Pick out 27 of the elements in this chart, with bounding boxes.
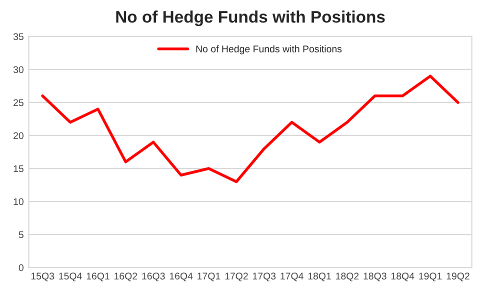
x-tick-label: 17Q3	[252, 272, 276, 282]
y-tick-label: 0	[18, 264, 24, 272]
x-tick-label: 16Q4	[170, 272, 193, 282]
y-tick-label: 15	[14, 165, 24, 172]
line-series	[41, 74, 460, 184]
y-tick-label: 10	[14, 198, 24, 206]
y-tick-label: 25	[14, 99, 24, 106]
y-tick-label: 35	[13, 33, 24, 40]
y-tick-label: 5	[18, 231, 24, 238]
x-tick-label: 15Q3	[31, 272, 54, 282]
y-tick-label: 30	[13, 66, 24, 74]
x-tick-label: 16Q3	[142, 272, 165, 282]
x-tick-label: 17Q2	[225, 272, 248, 282]
x-tick-label: 16Q1	[86, 272, 110, 282]
x-tick-label: 18Q1	[308, 272, 331, 282]
x-tick-label: 15Q4	[59, 272, 82, 282]
x-tick-label: 18Q2	[336, 272, 359, 282]
x-tick-label: 19Q2	[446, 272, 470, 282]
x-tick-label: 16Q2	[114, 272, 138, 282]
x-tick-label: 18Q4	[391, 272, 414, 282]
legend-label: No of Hedge Funds with Positions	[196, 45, 342, 54]
y-tick-label: 20	[14, 132, 24, 140]
chart-title: No of Hedge Funds with Positions	[116, 10, 385, 26]
x-tick-label: 19Q1	[419, 272, 442, 282]
x-tick-label: 17Q1	[198, 272, 220, 282]
x-tick-label: 18Q3	[364, 272, 386, 282]
x-tick-label: 17Q4	[280, 272, 304, 282]
